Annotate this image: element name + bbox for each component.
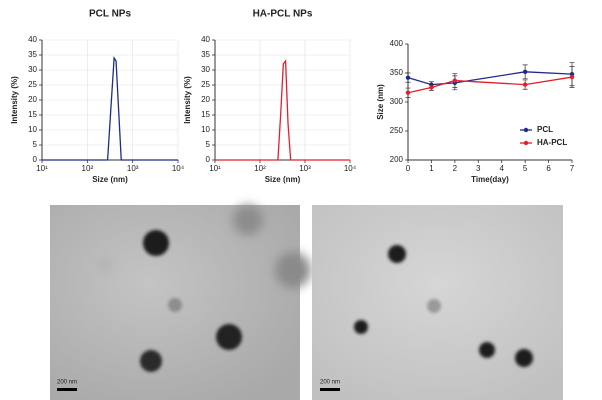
particle [275,252,311,288]
y-tick-label: 15 [28,110,37,119]
x-tick-label: 10² [254,164,266,173]
tem-image: 200 nm [312,205,563,400]
y-tick-label: 0 [33,155,38,164]
legend-marker [523,140,529,146]
x-axis-label: Time(day) [471,175,509,184]
x-tick-label: 10¹ [36,164,48,173]
marker [522,82,528,87]
legend-marker [523,127,529,133]
particle [388,245,406,263]
particle [515,349,533,367]
particle [216,324,242,350]
series-line [215,59,350,161]
particle [140,350,162,372]
y-tick-label: 10 [28,125,37,134]
legend-label: HA-PCL [537,138,567,147]
x-tick-label: 4 [499,164,504,173]
marker [569,74,575,80]
y-tick-label: 20 [28,95,37,104]
legend-label: PCL [537,125,553,134]
scale-bar [320,388,340,391]
marker [405,75,411,80]
y-tick-label: 35 [201,50,210,59]
chart: PCL NPs 0 5 10 15 20 25 30 35 40 10¹ 10² 10³ 10⁴ Size … [10,9,185,184]
particle [354,320,368,334]
particle [168,298,182,312]
y-tick-label: 200 [390,155,404,164]
marker [452,78,458,83]
x-tick-label: 10² [82,164,94,173]
y-tick-label: 5 [33,140,38,149]
y-axis-label: Size (nm) [376,84,385,120]
x-tick-label: 2 [453,164,458,173]
y-tick-label: 15 [201,110,210,119]
x-tick-label: 7 [570,164,575,173]
particle [143,230,169,256]
y-axis-label: Intensity (%) [183,76,192,124]
scale-bar-label: 200 nm [57,380,77,386]
x-axis-label: Size (nm) [92,175,128,184]
y-tick-label: 5 [206,140,211,149]
x-tick-label: 10⁴ [172,164,185,173]
chart-title: PCL NPs [89,9,131,20]
x-tick-label: 10⁴ [344,164,357,173]
particle [479,342,495,358]
x-axis-label: Size (nm) [265,175,301,184]
scale-bar [57,388,77,391]
x-tick-label: 1 [429,164,434,173]
y-tick-label: 300 [390,97,404,106]
x-tick-label: 6 [546,164,551,173]
series-line [42,55,178,161]
y-tick-label: 400 [390,39,404,48]
x-tick-label: 3 [476,164,481,173]
particle [97,257,113,273]
marker [522,69,528,75]
x-tick-label: 10¹ [209,164,221,173]
y-tick-label: 25 [28,80,37,89]
marker [429,85,434,90]
y-tick-label: 10 [201,125,210,134]
y-tick-label: 0 [206,155,211,164]
chart: HA-PCL NPs 0 5 10 15 20 25 30 35 40 10¹ 10² 10³ 10⁴ Si… [183,9,357,184]
particle [233,205,263,235]
marker [405,90,411,95]
y-tick-label: 250 [390,126,404,135]
y-axis-label: Intensity (%) [10,76,19,124]
y-tick-label: 25 [201,80,210,89]
y-tick-label: 40 [28,35,37,44]
particle [427,299,441,313]
chart: 200 250 300 350 400 0 1 2 3 4 5 6 7 Time(day) Size (nm… [376,39,575,184]
y-tick-label: 40 [201,35,210,44]
y-tick-label: 30 [28,65,37,74]
x-tick-label: 0 [406,164,411,173]
y-tick-label: 20 [201,95,210,104]
x-tick-label: 10³ [127,164,139,173]
y-tick-label: 30 [201,65,210,74]
x-tick-label: 5 [523,164,528,173]
chart-title: HA-PCL NPs [253,9,313,20]
x-tick-label: 10³ [299,164,311,173]
y-tick-label: 350 [390,68,404,77]
scale-bar-label: 200 nm [320,380,340,386]
y-tick-label: 35 [28,50,37,59]
tem-image: 200 nm [50,205,311,400]
